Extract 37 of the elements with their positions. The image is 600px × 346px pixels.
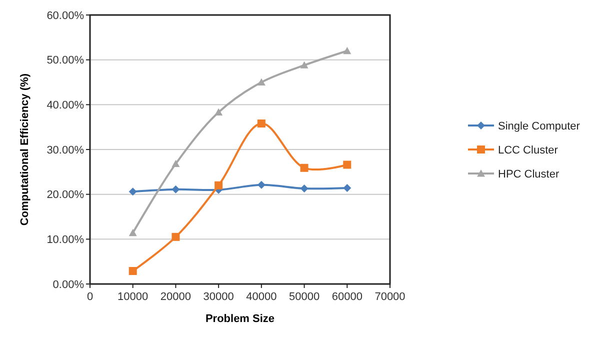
legend-label: HPC Cluster bbox=[498, 168, 560, 180]
x-tick-label: 60000 bbox=[332, 291, 362, 303]
point bbox=[300, 184, 308, 193]
y-tick-label: 20.00% bbox=[46, 189, 84, 202]
point bbox=[172, 160, 180, 168]
y-tick-label: 50.00% bbox=[46, 54, 84, 67]
y-tick-label: 0.00% bbox=[52, 278, 84, 291]
y-tick-label: 60.00% bbox=[46, 10, 84, 22]
x-tick-label: 0 bbox=[86, 291, 94, 303]
point bbox=[343, 184, 352, 192]
point bbox=[300, 164, 308, 172]
point bbox=[172, 185, 180, 194]
point bbox=[128, 188, 137, 196]
x-tick-label: 30000 bbox=[203, 291, 234, 303]
y-tick-label: 10.00% bbox=[46, 234, 84, 246]
point bbox=[300, 61, 308, 68]
point bbox=[214, 181, 223, 190]
point bbox=[128, 267, 137, 275]
y-tick-label: 30.00% bbox=[46, 144, 84, 156]
point bbox=[257, 78, 266, 86]
x-axis-title: Problem Size bbox=[205, 313, 275, 325]
point bbox=[172, 232, 180, 241]
x-tick-label: 20000 bbox=[160, 291, 192, 303]
x-tick-label: 50000 bbox=[288, 291, 320, 303]
point bbox=[257, 119, 266, 128]
y-axis-title: Computational Efficiency (%) bbox=[19, 73, 31, 226]
legend-label: Single Computer bbox=[498, 120, 580, 132]
x-tick-label: 10000 bbox=[118, 291, 148, 303]
legend-label: LCC Cluster bbox=[498, 144, 558, 156]
x-tick-label: 70000 bbox=[374, 291, 406, 303]
point bbox=[128, 228, 137, 236]
point bbox=[343, 46, 352, 54]
point bbox=[214, 108, 223, 116]
y-tick-label: 40.00% bbox=[46, 100, 84, 112]
point bbox=[257, 180, 266, 189]
point bbox=[343, 160, 352, 169]
x-tick-label: 40000 bbox=[246, 291, 277, 303]
